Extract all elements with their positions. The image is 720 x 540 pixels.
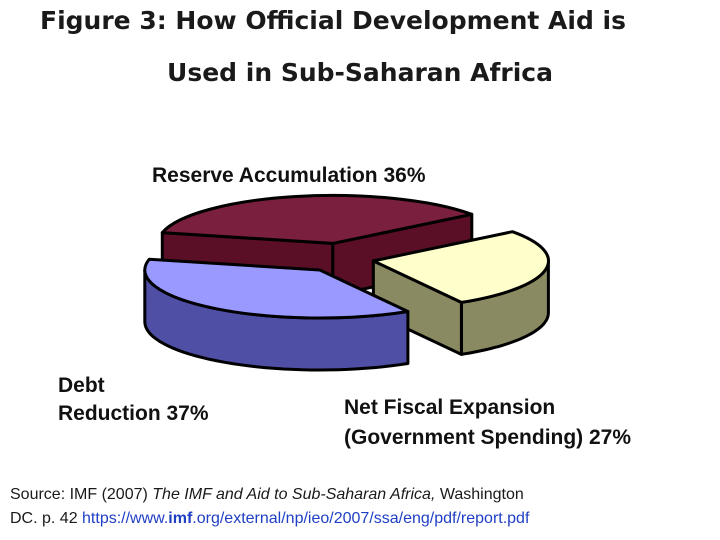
slice-top-net — [371, 230, 550, 304]
pie-slices — [143, 193, 550, 372]
source-page: DC. p. 42 — [10, 510, 83, 527]
slice-top-reserve — [160, 193, 474, 245]
label-net-fiscal-line-1: Net Fiscal Expansion — [344, 396, 555, 419]
slice-top-debt — [143, 257, 410, 320]
label-debt-reduction-line-1: Debt — [58, 374, 105, 397]
label-debt-reduction-line-2: Reduction 37% — [58, 402, 209, 425]
source-citation: Source: IMF (2007) The IMF and Aid to Su… — [10, 483, 715, 531]
label-reserve-accumulation: Reserve Accumulation 36% — [152, 164, 426, 187]
source-prefix: Source: IMF (2007) — [10, 486, 153, 503]
pie-chart: Reserve Accumulation 36% Debt Reduction … — [58, 164, 631, 449]
figure-title-line-2: Used in Sub-Saharan Africa — [167, 58, 553, 87]
source-location: Washington — [435, 486, 524, 503]
source-title: The IMF and Aid to Sub-Saharan Africa, — [152, 486, 436, 503]
label-net-fiscal-line-2: (Government Spending) 27% — [344, 426, 631, 449]
source-url-link[interactable]: https://www.imf.org/external/np/ieo/2007… — [82, 510, 530, 527]
figure-title-line-1: Figure 3: How Official Development Aid i… — [40, 6, 627, 35]
